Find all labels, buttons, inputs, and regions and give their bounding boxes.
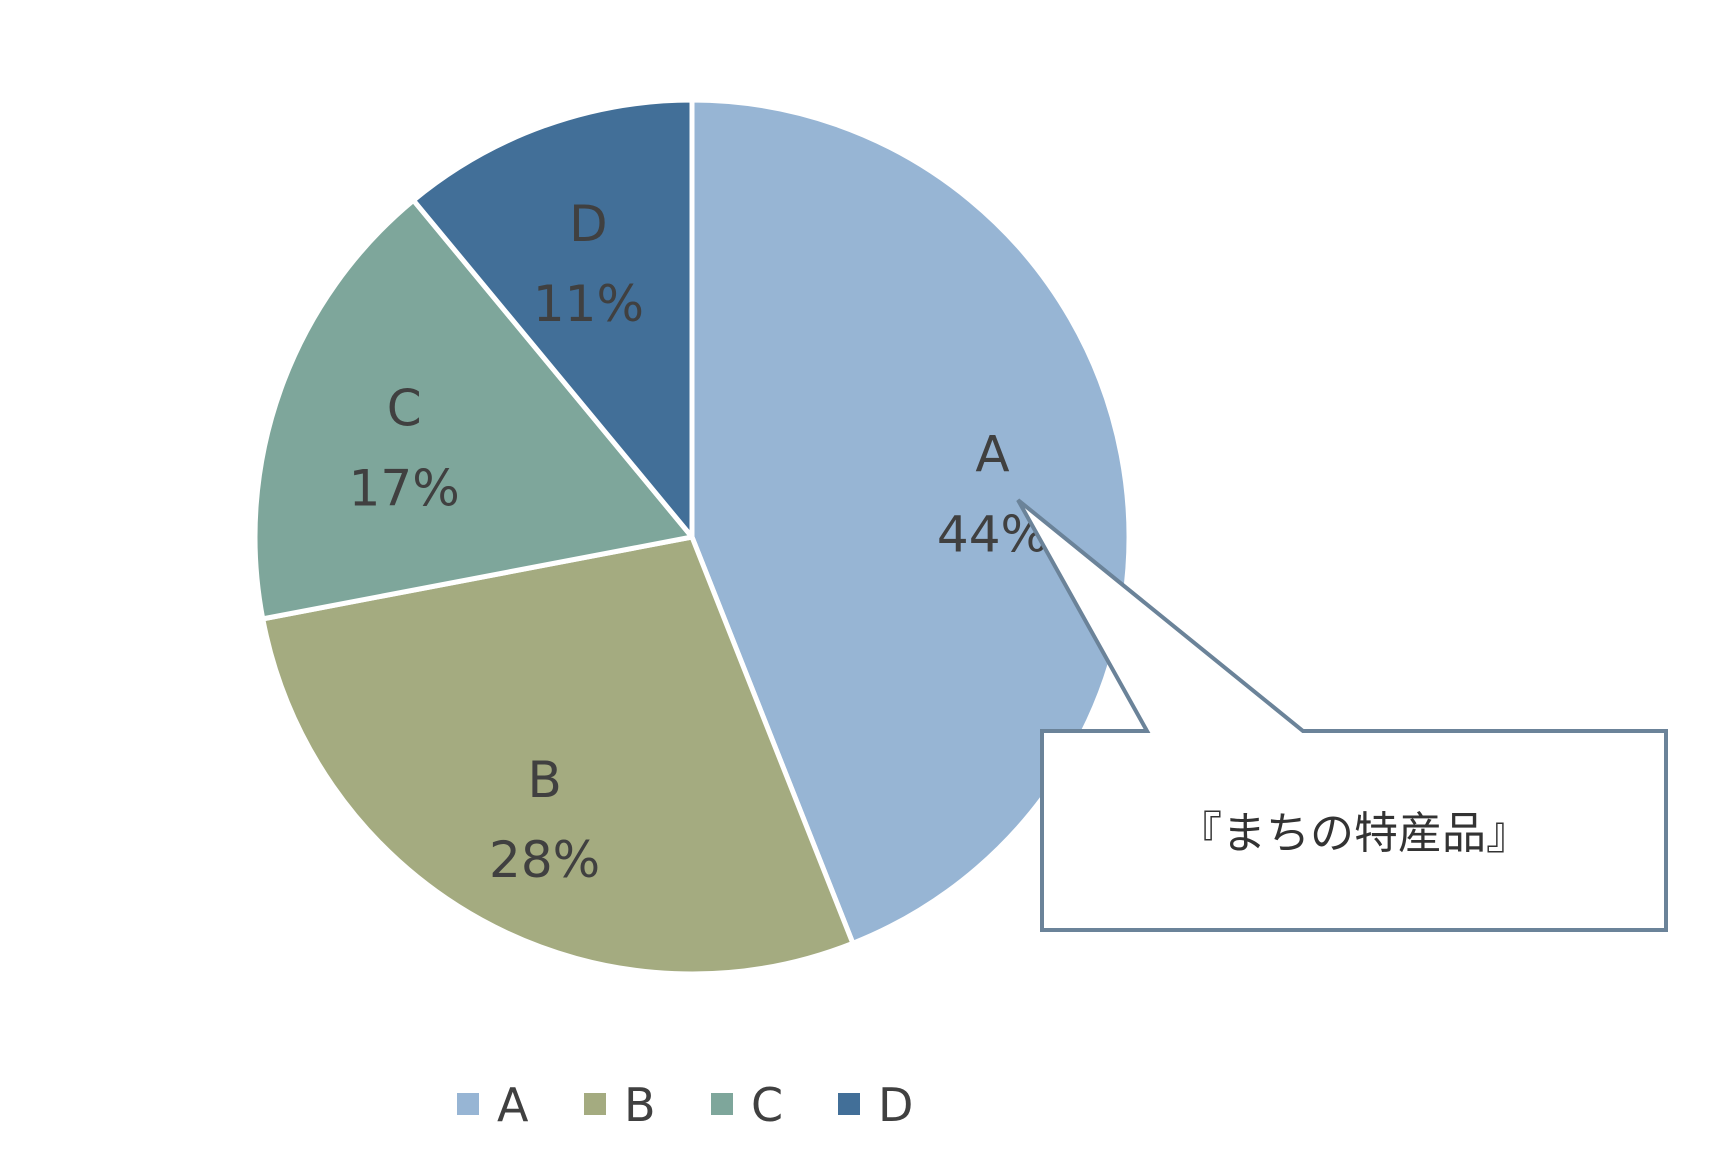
callout-text: 『まちの特産品』 [1178,808,1530,859]
callout-annotation: 『まちの特産品』 [1016,498,1668,932]
legend-swatch-d [838,1093,860,1115]
slice-label-category-b: B [527,751,561,809]
legend-label-d: D [878,1078,913,1132]
pie-slices [252,97,1132,977]
slice-label-percent-c: 17% [349,459,460,517]
legend-swatch-b [584,1093,606,1115]
slice-label-percent-d: 11% [533,275,644,333]
legend-swatch-a [457,1093,479,1115]
slice-label-category-a: A [975,426,1009,484]
pie-slice-c [252,197,695,622]
callout-box-shape [1016,498,1668,932]
pie-slice-d [410,97,695,540]
chart-legend: A B C D [457,1078,913,1132]
slice-label-category-d: D [569,195,608,253]
slice-label-category-c: C [387,379,422,437]
pie-slice-labels: A44%B28%C17%D11% [349,195,1048,889]
legend-label-a: A [497,1078,529,1132]
pie-slice-a [689,97,1132,946]
slice-label-percent-b: 28% [489,831,600,889]
pie-slice-b [260,534,856,977]
legend-label-c: C [751,1078,783,1132]
legend-label-b: B [624,1078,656,1132]
legend-swatch-c [711,1093,733,1115]
